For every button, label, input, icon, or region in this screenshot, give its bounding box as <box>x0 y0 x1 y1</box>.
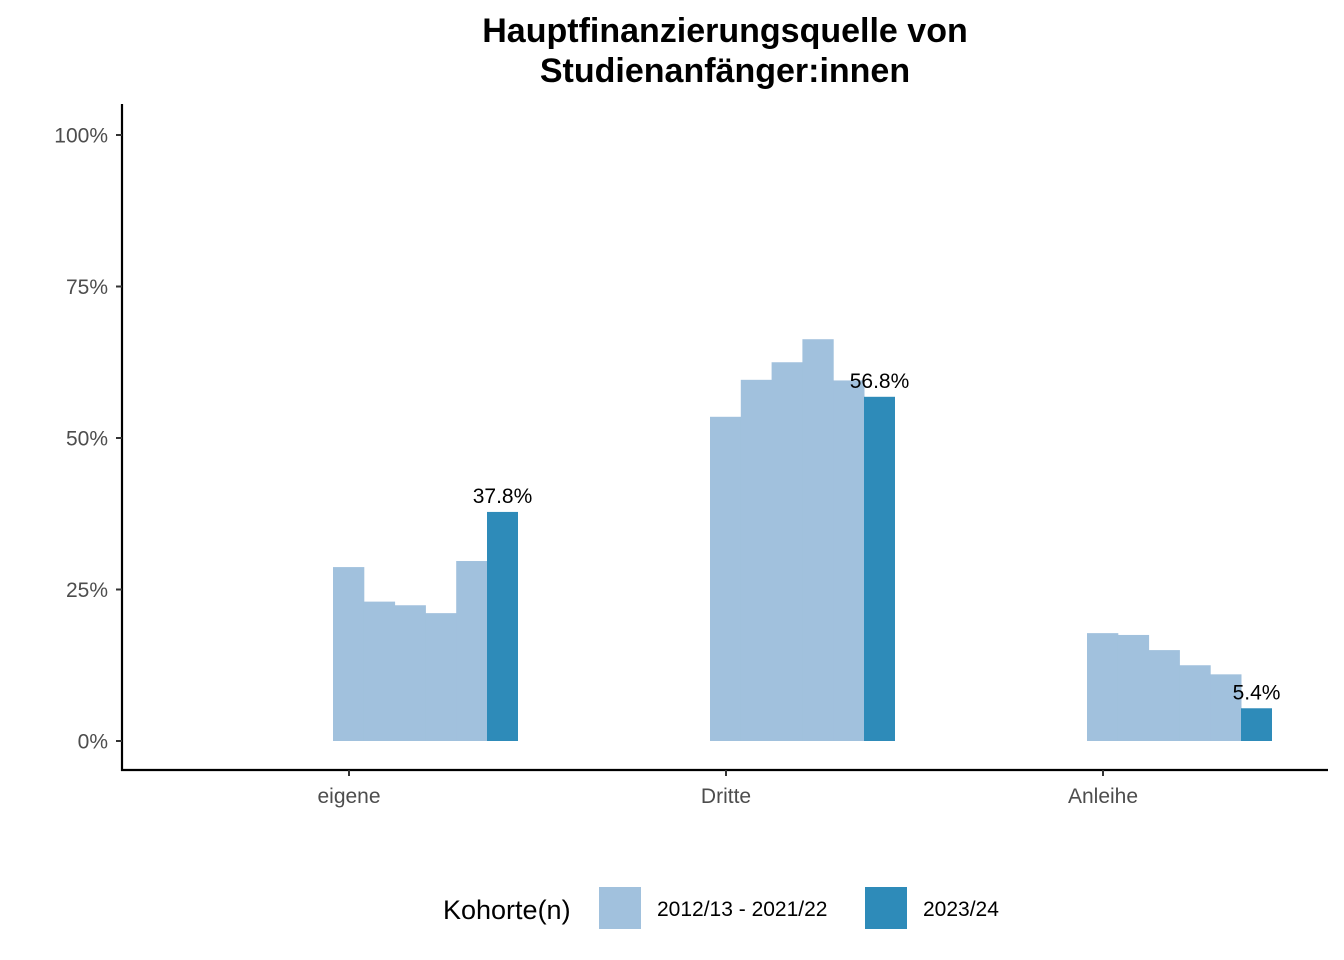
bar-eigene-historic-1 <box>333 567 365 741</box>
legend-label-1: 2012/13 - 2021/22 <box>657 898 827 921</box>
y-tick-label: 25% <box>66 579 108 602</box>
y-tick-label: 75% <box>66 276 108 299</box>
x-tick-label-eigene: eigene <box>317 785 380 808</box>
bar-dritte-historic-2 <box>740 379 773 741</box>
x-tick-label-dritte: Dritte <box>701 785 751 808</box>
bar-dritte-current <box>864 396 895 741</box>
data-label-dritte: 56.8% <box>850 370 910 393</box>
bar-dritte-historic-4 <box>802 339 834 741</box>
bar-eigene-historic-2 <box>363 601 396 741</box>
y-tick-label: 0% <box>78 731 108 754</box>
legend-swatch-1 <box>599 887 641 929</box>
chart-title-line-1: Hauptfinanzierungsquelle von <box>482 12 967 50</box>
bar-eigene-historic-5 <box>456 561 488 741</box>
bar-eigene-historic-4 <box>425 613 457 741</box>
bar-eigene-historic-3 <box>394 605 426 741</box>
legend-swatch-2 <box>865 887 907 929</box>
data-label-anleihe: 5.4% <box>1233 681 1281 704</box>
bar-anleihe-historic-1 <box>1087 633 1119 741</box>
bar-anleihe-historic-3 <box>1148 650 1180 741</box>
y-axis: 0% 25% 50% 75% 100% <box>54 104 124 771</box>
chart-title-line-2: Studienanfänger:innen <box>540 52 910 90</box>
bar-dritte-historic-3 <box>771 362 803 741</box>
bar-anleihe-historic-5 <box>1210 674 1242 741</box>
bar-anleihe-historic-4 <box>1179 665 1211 741</box>
bar-dritte-historic-1 <box>710 416 742 741</box>
legend-label-2: 2023/24 <box>923 898 999 921</box>
bar-dritte-historic-5 <box>833 380 865 741</box>
x-axis: eigene Dritte Anleihe <box>121 768 1328 808</box>
bar-anleihe-current <box>1241 708 1272 741</box>
bar-eigene-current <box>487 511 518 741</box>
bar-anleihe-historic-2 <box>1117 634 1150 741</box>
data-label-eigene: 37.8% <box>473 485 533 508</box>
y-tick-label: 50% <box>66 428 108 451</box>
legend-title: Kohorte(n) <box>443 895 571 925</box>
x-tick-label-anleihe: Anleihe <box>1068 785 1138 808</box>
bars <box>333 339 1272 741</box>
y-tick-label: 100% <box>54 125 108 148</box>
chart-title: Hauptfinanzierungsquelle von Studienanfä… <box>482 12 967 90</box>
data-labels: 37.8% 56.8% 5.4% <box>473 370 1281 704</box>
legend: Kohorte(n) 2012/13 - 2021/22 2023/24 <box>443 887 999 929</box>
